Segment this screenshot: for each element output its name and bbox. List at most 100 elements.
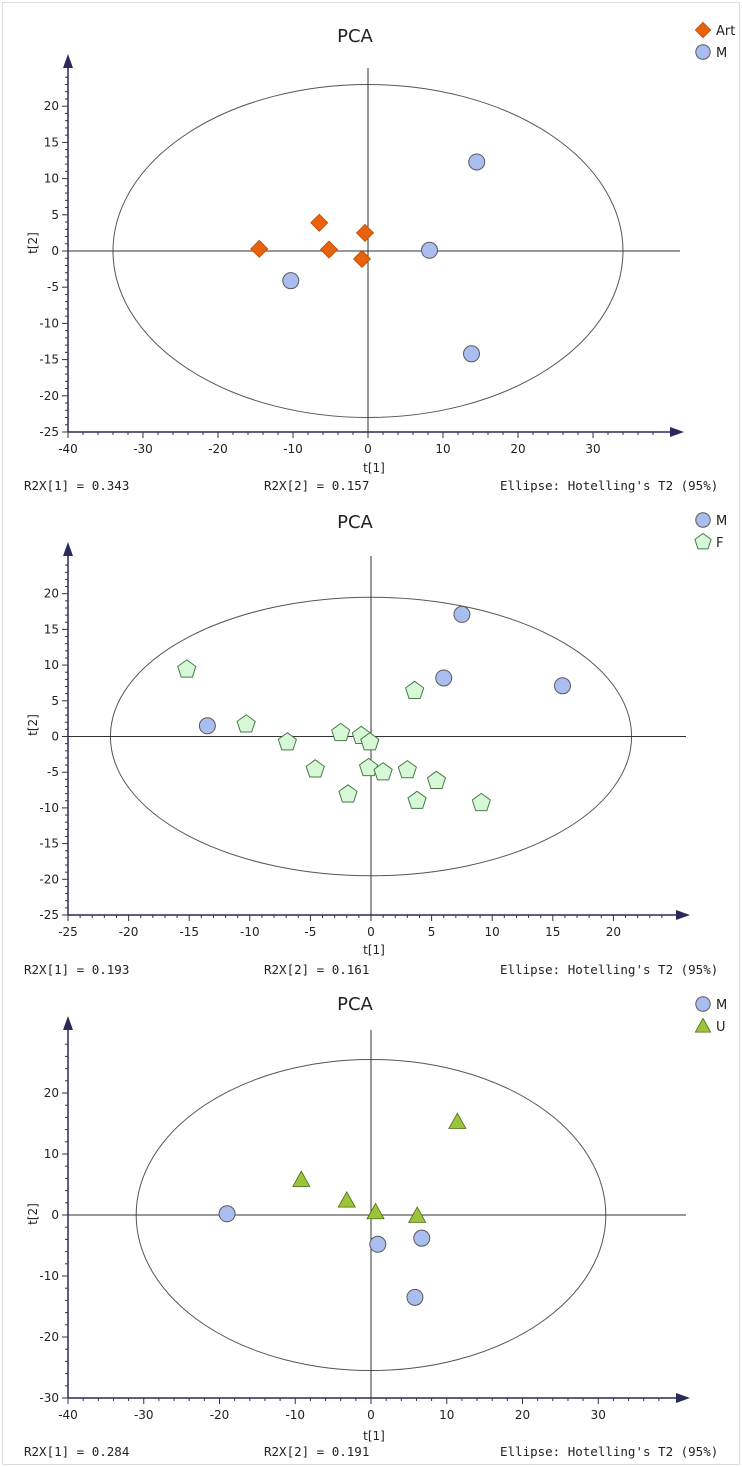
x-tick-label: 0 (364, 442, 372, 456)
x-axis-arrow (676, 1393, 690, 1403)
y-tick-label: -20 (39, 872, 59, 886)
x-tick-label: -5 (304, 925, 316, 939)
point-f (305, 759, 325, 778)
y-tick-label: 5 (51, 694, 59, 708)
r2x2-stat: R2X[2] = 0.191 (264, 1444, 370, 1459)
y-axis-arrow (63, 542, 73, 556)
point-u (292, 1170, 311, 1187)
point-f (397, 759, 417, 779)
x-axis-label: t[1] (363, 943, 385, 957)
point-m (553, 677, 571, 695)
x-tick-label: 5 (428, 925, 436, 939)
legend-label-m: M (716, 514, 727, 529)
point-m (369, 1235, 387, 1253)
x-tick-label: 0 (367, 1408, 375, 1422)
point-f (360, 732, 380, 751)
legend-marker-m (695, 512, 711, 528)
point-art (310, 213, 329, 232)
point-f (407, 790, 427, 809)
x-tick-label: -10 (285, 1408, 305, 1422)
point-f (358, 757, 379, 777)
y-tick-label: -30 (39, 1391, 59, 1405)
y-tick-label: -10 (39, 316, 59, 330)
legend-marker-m (695, 996, 711, 1012)
point-u (448, 1112, 467, 1129)
y-tick-label: -10 (39, 801, 59, 815)
y-tick-label: -10 (39, 1269, 59, 1283)
x-tick-label: 30 (591, 1408, 606, 1422)
x-tick-label: -20 (210, 1408, 230, 1422)
point-m (421, 241, 438, 259)
x-tick-label: -40 (58, 442, 78, 456)
y-tick-label: 20 (44, 99, 59, 113)
point-m (406, 1288, 424, 1306)
point-art (352, 249, 372, 269)
y-tick-label: -5 (47, 280, 59, 294)
point-art (250, 239, 269, 258)
pca-chart-2: PCA t[2] t[1] -25 -20 -15 -10 -5 0 5 10 15 20 -25 -… (26, 512, 727, 957)
x-axis-arrow (670, 427, 684, 437)
chart-title: PCA (337, 512, 373, 533)
y-tick-label: -15 (39, 837, 59, 851)
point-f (373, 762, 393, 781)
y-tick-label: 10 (44, 1147, 59, 1161)
point-f (277, 732, 297, 751)
x-tick-label: -20 (208, 442, 228, 456)
r2x2-stat: R2X[2] = 0.157 (264, 478, 370, 493)
y-tick-label: 0 (51, 244, 59, 258)
point-m (282, 272, 300, 290)
ellipse-note: Ellipse: Hotelling's T2 (95%) (500, 962, 719, 977)
x-tick-label: -20 (119, 925, 139, 939)
x-tick-label: 10 (435, 442, 450, 456)
y-tick-label: 15 (44, 622, 59, 636)
point-art (355, 223, 375, 242)
pca-chart-1: PCA t[2] t[1] -40 -30 -20 -10 0 10 20 30 -25 -20 -… (26, 21, 735, 475)
ellipse-note: Ellipse: Hotelling's T2 (95%) (500, 1444, 719, 1459)
r2x1-stat: R2X[1] = 0.193 (24, 962, 130, 977)
r2x2-stat: R2X[2] = 0.161 (264, 962, 370, 977)
point-m (435, 669, 453, 687)
y-tick-label: -5 (47, 765, 59, 779)
y-axis-arrow (63, 1016, 73, 1030)
chart-title: PCA (337, 994, 373, 1015)
x-tick-label: -25 (58, 925, 78, 939)
x-axis-label: t[1] (363, 1429, 385, 1443)
y-tick-label: 10 (44, 172, 59, 186)
x-tick-label: 20 (510, 442, 525, 456)
legend-marker-m (695, 44, 711, 60)
point-f (471, 792, 491, 812)
legend-label-f: F (716, 536, 723, 551)
r2x1-stat: R2X[1] = 0.284 (24, 1444, 130, 1459)
point-art (319, 240, 339, 259)
point-f (338, 784, 358, 803)
y-tick-label: -15 (39, 353, 59, 367)
y-tick-label: 10 (44, 658, 59, 672)
x-tick-label: 0 (367, 925, 375, 939)
point-f (426, 770, 447, 789)
point-u (337, 1191, 356, 1208)
x-tick-label: 20 (515, 1408, 530, 1422)
point-f (331, 722, 351, 742)
point-f (405, 680, 425, 699)
y-tick-label: 0 (51, 1208, 59, 1222)
y-tick-label: -25 (39, 908, 59, 922)
pca-panel-art-m: PCA t[2] t[1] -40 -30 -20 -10 0 10 20 30 -25 -20 -… (0, 0, 742, 493)
x-tick-label: 20 (606, 925, 621, 939)
x-tick-label: -40 (58, 1408, 78, 1422)
x-tick-label: -10 (283, 442, 303, 456)
pca-panel-m-u: PCA t[2] t[1] -40 -30 -20 -10 0 10 20 30 -30 -20 -… (0, 980, 742, 1460)
legend-label-u: U (716, 1020, 726, 1035)
y-tick-label: -20 (39, 389, 59, 403)
x-tick-label: 30 (585, 442, 600, 456)
pca-panel-m-f: PCA t[2] t[1] -25 -20 -15 -10 -5 0 5 10 15 20 -25 -… (0, 490, 742, 977)
y-tick-label: 20 (44, 1086, 59, 1100)
x-tick-label: 10 (439, 1408, 454, 1422)
point-m (218, 1205, 236, 1223)
legend-label-art: Art (716, 24, 735, 39)
pca-chart-3: PCA t[2] t[1] -40 -30 -20 -10 0 10 20 30 -30 -20 -… (26, 994, 727, 1443)
chart-title: PCA (337, 26, 373, 47)
legend-label-m: M (716, 998, 727, 1013)
x-tick-label: -10 (240, 925, 260, 939)
x-tick-label: 15 (545, 925, 560, 939)
